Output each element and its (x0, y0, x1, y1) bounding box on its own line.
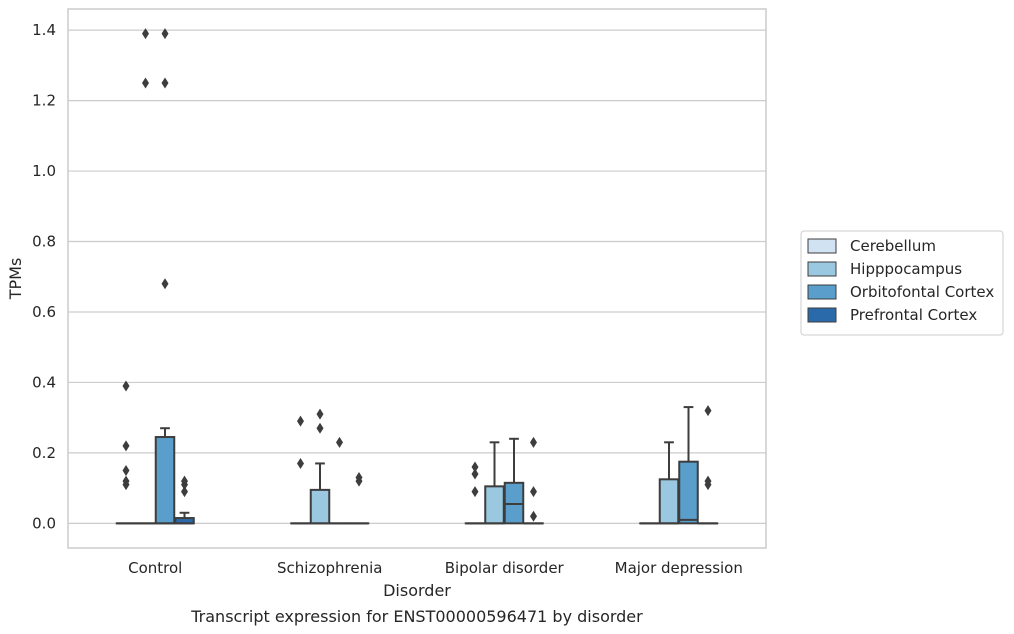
chart-caption: Transcript expression for ENST0000059647… (190, 607, 643, 626)
y-tick-label: 1.2 (32, 92, 56, 110)
legend-label: Prefrontal Cortex (850, 306, 977, 324)
y-axis-title: TPMs (6, 258, 25, 301)
outlier-point (530, 436, 537, 448)
outlier-point (316, 408, 324, 420)
outlier-point (181, 475, 188, 487)
outlier-point (530, 510, 537, 522)
x-tick-label: Control (128, 559, 182, 577)
y-tick-label: 0.8 (32, 233, 56, 251)
legend-swatch (807, 307, 837, 323)
outlier-point (142, 28, 149, 40)
box-body (154, 436, 176, 525)
outlier-point (161, 278, 169, 290)
outlier-point (471, 486, 479, 498)
outlier-point (355, 472, 363, 484)
x-tick-label: Schizophrenia (277, 559, 382, 577)
box-body (309, 488, 331, 525)
box-groups (115, 406, 719, 525)
legend-swatch (807, 238, 837, 254)
legend-label: Orbitofontal Cortex (850, 283, 994, 301)
y-tick-label: 1.0 (32, 162, 56, 180)
box-hipppocampus (309, 462, 331, 525)
legend-label: Hipppocampus (850, 260, 962, 278)
box-hipppocampus (484, 441, 505, 525)
outlier-point (161, 77, 169, 89)
outlier-points (122, 28, 712, 522)
y-tick-labels: 0.0 0.2 0.4 0.6 0.8 1.0 1.2 1.4 (32, 21, 56, 532)
y-tick-label: 0.6 (32, 303, 56, 321)
legend: Cerebellum Hipppocampus Orbitofontal Corte… (800, 230, 1004, 336)
legend-item: Cerebellum (807, 237, 936, 255)
x-axis-title: Disorder (383, 581, 451, 600)
legend-item: Prefrontal Cortex (807, 306, 977, 324)
outlier-point (122, 380, 130, 392)
y-tick-label: 0.2 (32, 444, 56, 462)
x-tick-label: Bipolar disorder (445, 559, 565, 577)
y-tick-label: 1.4 (32, 21, 56, 39)
box-hipppocampus (658, 441, 680, 525)
outlier-point (530, 486, 537, 498)
outlier-point (336, 436, 343, 448)
outlier-point (471, 468, 479, 480)
box-body (484, 485, 505, 525)
outlier-point (122, 475, 130, 487)
x-tick-label: Major depression (615, 559, 743, 577)
outlier-point (297, 415, 304, 427)
legend-frame (800, 230, 1004, 336)
outlier-point (142, 77, 149, 89)
box-body (678, 460, 699, 525)
box-orbitofontal-cortex (503, 437, 525, 525)
box-orbitofontal-cortex (678, 406, 699, 525)
outlier-point (471, 461, 479, 473)
outlier-point (181, 486, 188, 498)
grid-lines (68, 29, 766, 524)
outlier-point (122, 464, 130, 476)
outlier-point (122, 440, 130, 452)
outlier-point (704, 475, 712, 487)
legend-item: Hipppocampus (807, 260, 962, 278)
outlier-point (316, 422, 324, 434)
outlier-point (704, 405, 712, 417)
legend-swatch (807, 284, 837, 300)
outlier-point (161, 28, 169, 40)
legend-swatch (807, 261, 837, 277)
y-tick-label: 0.4 (32, 373, 56, 391)
legend-label: Cerebellum (850, 237, 936, 255)
plot-frame (67, 8, 767, 549)
box-orbitofontal-cortex (154, 427, 176, 525)
legend-item: Orbitofontal Cortex (807, 283, 994, 301)
box-body (658, 478, 680, 525)
x-tick-labels: Control Schizophrenia Bipolar disorder Majo… (128, 559, 743, 577)
y-tick-label: 0.0 (32, 514, 56, 532)
box-prefrontal-cortex (174, 511, 195, 525)
outlier-point (297, 457, 304, 469)
